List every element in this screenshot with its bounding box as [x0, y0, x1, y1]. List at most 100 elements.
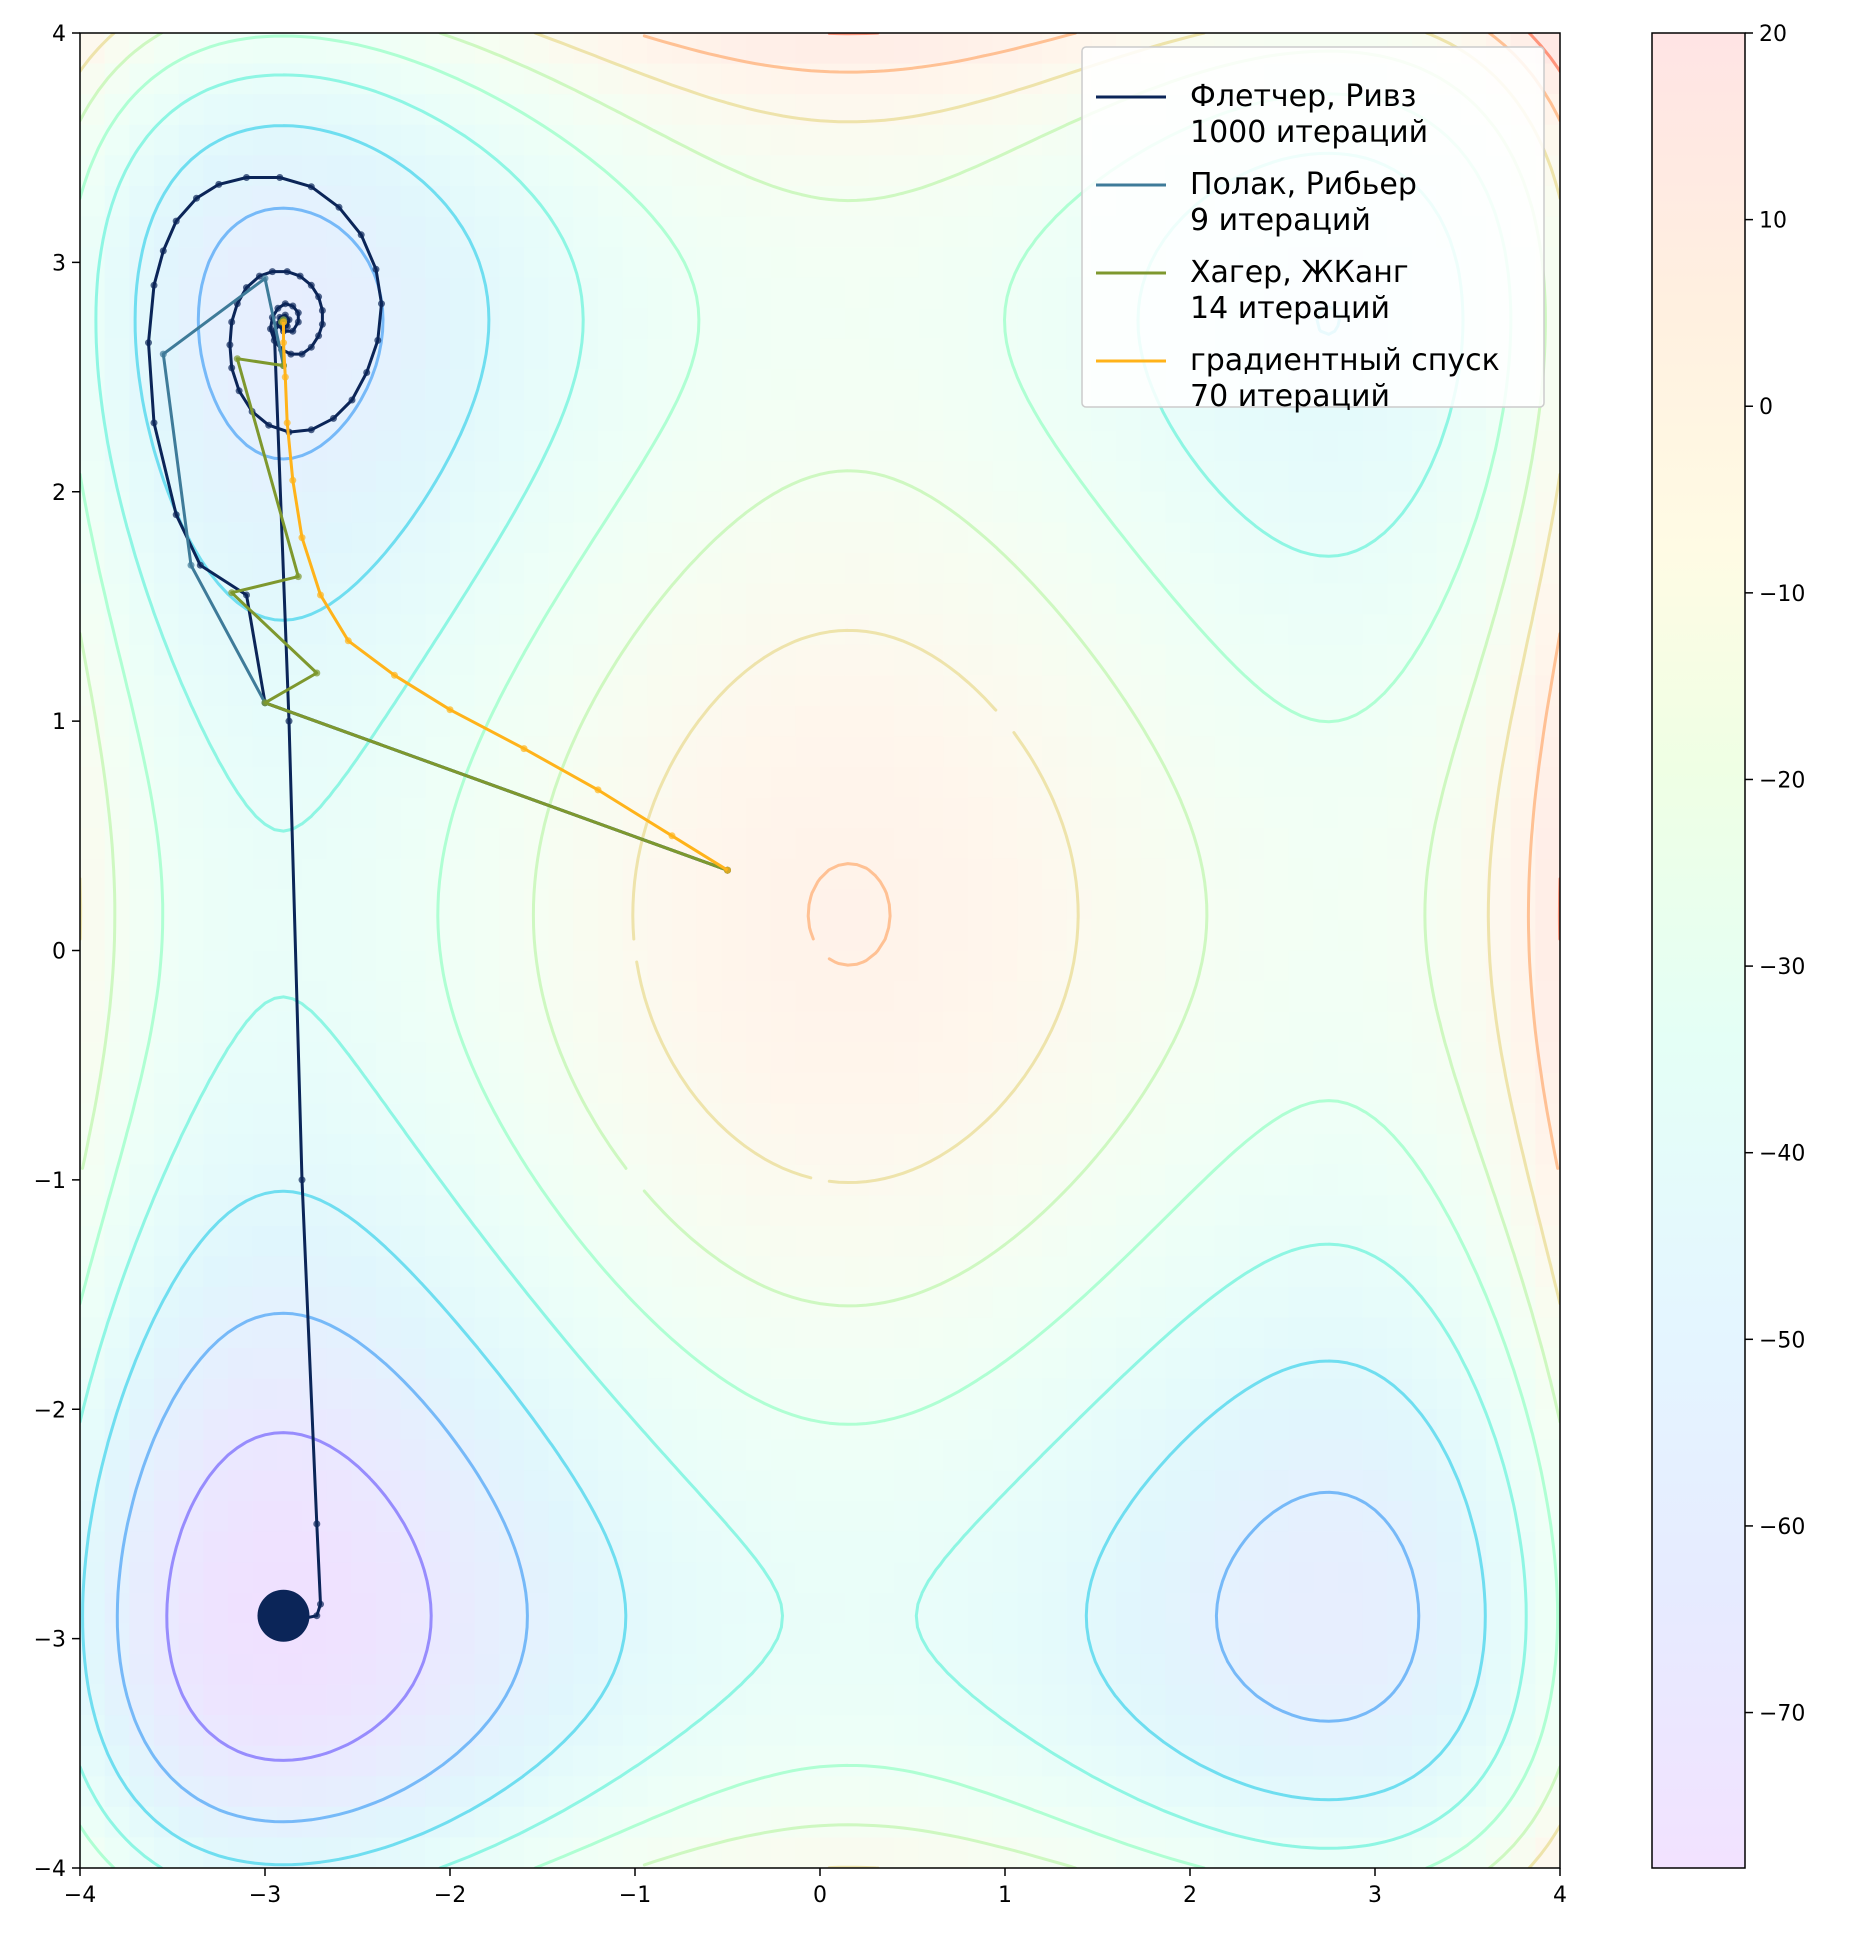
- fill-cell: [795, 705, 821, 738]
- fill-cell: [1116, 583, 1142, 615]
- fill-cell: [943, 1042, 969, 1074]
- fill-cell: [1214, 1837, 1240, 1868]
- fill-cell: [622, 1225, 648, 1257]
- fill-cell: [178, 1562, 204, 1594]
- fill-cell: [770, 1470, 796, 1502]
- trajectory-point: [313, 1612, 321, 1620]
- fill-cell: [1165, 1470, 1191, 1502]
- fill-cell: [721, 705, 747, 738]
- fill-cell: [376, 1439, 402, 1472]
- fill-cell: [474, 644, 500, 676]
- fill-cell: [721, 63, 747, 95]
- fill-cell: [770, 1378, 796, 1410]
- colorbar-tick-label: 10: [1759, 209, 1787, 234]
- fill-cell: [820, 247, 846, 279]
- fill-cell: [499, 889, 525, 921]
- fill-cell: [1066, 1653, 1092, 1686]
- fill-cell: [1510, 1072, 1536, 1105]
- fill-cell: [1313, 1195, 1339, 1227]
- fill-cell: [795, 1439, 821, 1472]
- fill-cell: [548, 1378, 574, 1410]
- fill-cell: [1017, 583, 1043, 615]
- fill-cell: [1362, 614, 1388, 646]
- fill-cell: [894, 1256, 920, 1288]
- fill-cell: [228, 522, 254, 554]
- fill-cell: [499, 614, 525, 646]
- fill-cell: [1313, 1409, 1339, 1441]
- fill-cell: [943, 1225, 969, 1257]
- fill-cell: [869, 247, 895, 279]
- fill-cell: [302, 1623, 328, 1655]
- fill-cell: [1338, 461, 1364, 493]
- fill-cell: [203, 981, 229, 1013]
- fill-cell: [918, 1164, 944, 1196]
- fill-cell: [943, 1745, 969, 1777]
- fill-cell: [622, 124, 648, 156]
- fill-cell: [1288, 919, 1314, 952]
- fill-cell: [1214, 430, 1240, 462]
- fill-cell: [598, 1715, 624, 1747]
- fill-cell: [1165, 828, 1191, 860]
- fill-cell: [820, 1470, 846, 1502]
- fill-cell: [1042, 155, 1068, 187]
- fill-cell: [1017, 919, 1043, 952]
- fill-cell: [992, 1562, 1018, 1594]
- fill-cell: [400, 1684, 426, 1716]
- fill-cell: [129, 1286, 155, 1319]
- fill-cell: [499, 369, 525, 401]
- trajectory-point: [289, 476, 297, 484]
- fill-cell: [1165, 1103, 1191, 1135]
- fill-cell: [203, 1470, 229, 1502]
- fill-cell: [1412, 1195, 1438, 1227]
- fill-cell: [228, 1164, 254, 1196]
- fill-cell: [869, 552, 895, 585]
- trajectory-point: [159, 350, 167, 358]
- fill-cell: [672, 1409, 698, 1441]
- fill-cell: [376, 1531, 402, 1563]
- fill-cell: [1412, 522, 1438, 554]
- fill-cell: [1140, 1011, 1166, 1043]
- fill-cell: [178, 1531, 204, 1563]
- fill-cell: [203, 308, 229, 340]
- fill-cell: [770, 705, 796, 738]
- fill-cell: [869, 400, 895, 432]
- fill-cell: [1140, 1134, 1166, 1166]
- fill-cell: [746, 675, 772, 707]
- fill-cell: [1486, 1378, 1512, 1410]
- fill-cell: [1190, 1439, 1216, 1472]
- fill-cell: [1313, 1225, 1339, 1257]
- fill-cell: [425, 1409, 451, 1441]
- fill-cell: [795, 277, 821, 309]
- fill-cell: [474, 1378, 500, 1410]
- fill-cell: [252, 522, 278, 554]
- fill-cell: [425, 797, 451, 829]
- fill-cell: [918, 797, 944, 829]
- fill-cell: [696, 552, 722, 585]
- fill-cell: [104, 1042, 130, 1074]
- fill-cell: [746, 950, 772, 982]
- fill-cell: [1412, 1470, 1438, 1502]
- fill-cell: [844, 1378, 870, 1410]
- trajectory-point: [446, 706, 454, 714]
- fill-cell: [573, 1623, 599, 1655]
- fill-cell: [820, 1348, 846, 1380]
- fill-cell: [598, 1042, 624, 1074]
- fill-cell: [252, 124, 278, 156]
- fill-cell: [1362, 1470, 1388, 1502]
- fill-cell: [400, 1623, 426, 1655]
- fill-cell: [548, 1776, 574, 1808]
- fill-cell: [351, 950, 377, 982]
- fill-cell: [647, 1623, 673, 1655]
- fill-cell: [869, 736, 895, 768]
- fill-cell: [820, 369, 846, 401]
- fill-cell: [326, 1409, 352, 1441]
- fill-cell: [869, 675, 895, 707]
- fill-cell: [1313, 1531, 1339, 1563]
- fill-cell: [721, 522, 747, 554]
- fill-cell: [992, 1011, 1018, 1043]
- fill-cell: [968, 1134, 994, 1166]
- fill-cell: [1288, 1195, 1314, 1227]
- fill-cell: [573, 919, 599, 952]
- fill-cell: [1116, 797, 1142, 829]
- fill-cell: [1091, 858, 1117, 890]
